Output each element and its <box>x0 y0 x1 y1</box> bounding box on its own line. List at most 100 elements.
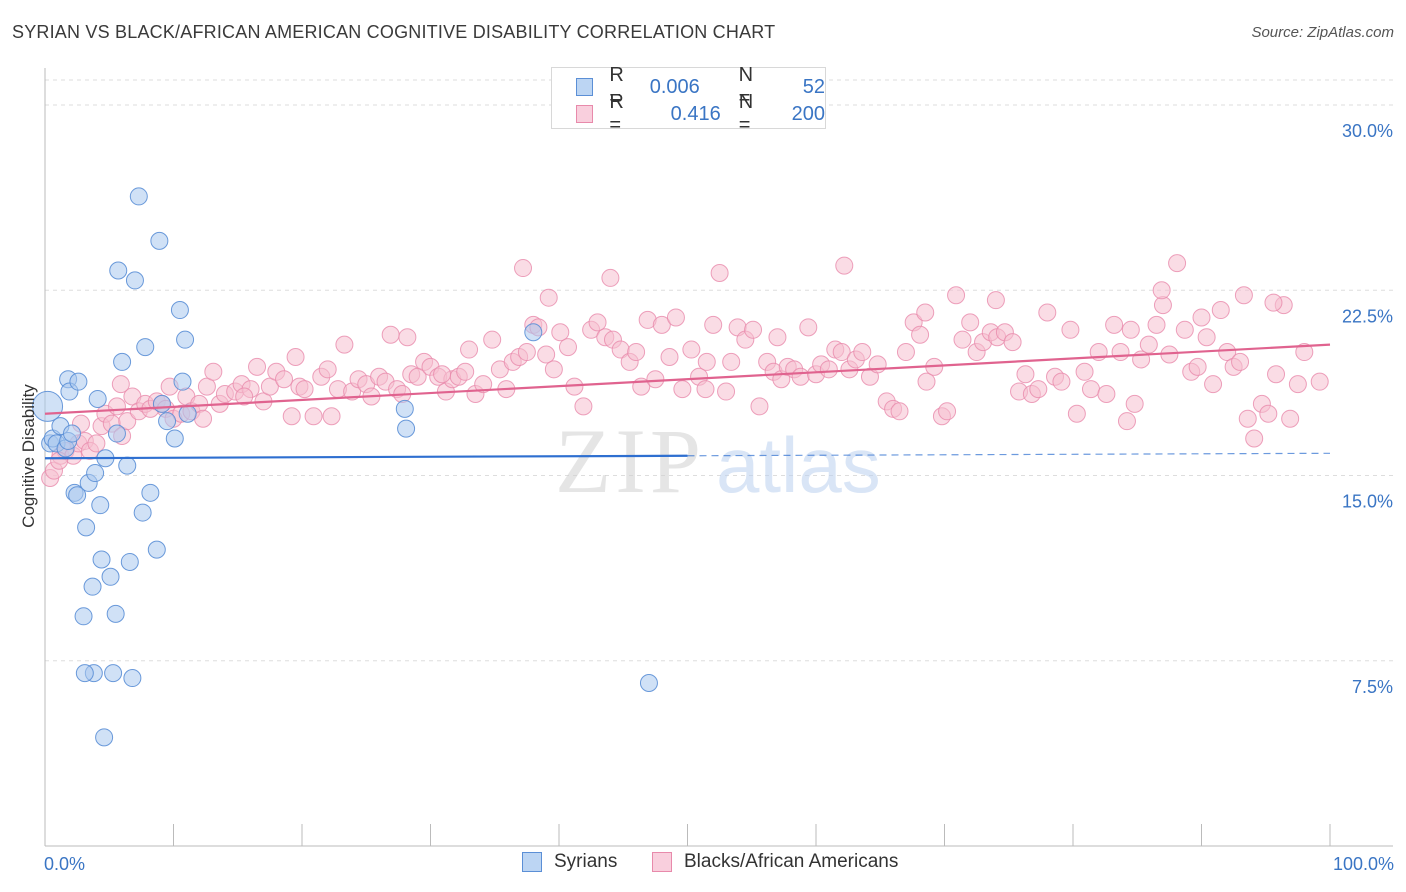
legend-r-value-blacks: 0.416 <box>670 102 721 125</box>
point-blacks <box>799 318 818 337</box>
point-blacks <box>1234 286 1253 305</box>
point-blacks <box>460 340 479 359</box>
point-blacks <box>682 340 701 359</box>
point-blacks <box>474 375 493 394</box>
point-syrians <box>639 673 658 692</box>
point-blacks <box>1003 333 1022 352</box>
point-blacks <box>1038 303 1057 322</box>
point-syrians <box>120 552 139 571</box>
point-syrians <box>125 271 144 290</box>
point-blacks <box>381 325 400 344</box>
point-syrians <box>176 330 195 349</box>
point-blacks <box>544 360 563 379</box>
point-blacks <box>1238 409 1257 428</box>
point-blacks <box>1197 328 1216 347</box>
legend-item-syrians: Syrians <box>522 851 617 873</box>
point-blacks <box>286 347 305 366</box>
point-syrians <box>147 540 166 559</box>
series-legend: Syrians Blacks/African Americans <box>0 851 1406 879</box>
point-syrians <box>69 372 88 391</box>
legend-swatch-blacks <box>652 852 672 872</box>
point-blacks <box>916 303 935 322</box>
point-blacks <box>722 352 741 371</box>
point-blacks <box>275 370 294 389</box>
point-blacks <box>768 328 787 347</box>
point-blacks <box>986 291 1005 310</box>
point-blacks <box>1295 343 1314 362</box>
point-blacks <box>1188 357 1207 376</box>
point-syrians <box>113 352 132 371</box>
point-syrians <box>129 187 148 206</box>
point-blacks <box>1097 385 1116 404</box>
point-blacks <box>1052 372 1071 391</box>
point-blacks <box>1231 352 1250 371</box>
point-blacks <box>1218 343 1237 362</box>
point-blacks <box>660 347 679 366</box>
point-blacks <box>304 407 323 426</box>
point-syrians <box>107 424 126 443</box>
point-blacks <box>1267 365 1286 384</box>
point-blacks <box>204 362 223 381</box>
point-blacks <box>673 380 692 399</box>
legend-swatch-blacks <box>576 105 594 123</box>
point-blacks <box>558 338 577 357</box>
point-blacks <box>1192 308 1211 327</box>
axes <box>44 68 1393 847</box>
point-blacks <box>1067 404 1086 423</box>
legend-row-syrians: R = 0.006 N = 52 <box>576 64 825 109</box>
x-tick-label: 100.0% <box>1333 854 1394 874</box>
point-blacks <box>1310 372 1329 391</box>
point-blacks <box>107 397 126 416</box>
point-syrians <box>62 424 81 443</box>
point-blacks <box>911 325 930 344</box>
point-blacks <box>118 412 137 431</box>
watermark-atlas: atlas <box>716 421 881 509</box>
point-blacks <box>1245 429 1264 448</box>
legend-r-value-syrians: 0.006 <box>649 75 700 98</box>
point-syrians <box>170 301 189 320</box>
point-blacks <box>744 320 763 339</box>
point-syrians <box>158 412 177 431</box>
point-blacks <box>1147 315 1166 334</box>
point-blacks <box>710 263 729 282</box>
point-blacks <box>1175 320 1194 339</box>
trend-line-blacks <box>44 343 1331 415</box>
point-syrians <box>101 567 120 586</box>
point-syrians <box>109 261 128 280</box>
point-blacks <box>890 402 909 421</box>
point-syrians <box>86 464 105 483</box>
point-blacks <box>1288 375 1307 394</box>
point-syrians <box>133 503 152 522</box>
point-blacks <box>111 375 130 394</box>
point-syrians <box>524 323 543 342</box>
watermark-zip: ZIP <box>555 410 705 512</box>
point-blacks <box>514 259 533 278</box>
point-syrians <box>165 429 184 448</box>
point-blacks <box>1075 362 1094 381</box>
point-blacks <box>1111 343 1130 362</box>
tick-labels: 7.5% 15.0% 22.5% 30.0% 0.0% 100.0% <box>44 121 1394 874</box>
x-tick-label: 0.0% <box>44 854 85 874</box>
point-blacks <box>947 286 966 305</box>
point-blacks <box>696 380 715 399</box>
point-blacks <box>750 397 769 416</box>
point-blacks <box>197 377 216 396</box>
point-blacks <box>1168 254 1187 273</box>
point-syrians <box>95 728 114 747</box>
point-blacks <box>483 330 502 349</box>
point-blacks <box>318 360 337 379</box>
point-syrians <box>104 664 123 683</box>
point-blacks <box>588 313 607 332</box>
point-syrians <box>118 456 137 475</box>
point-syrians <box>173 372 192 391</box>
point-blacks <box>335 335 354 354</box>
point-blacks <box>1105 315 1124 334</box>
trend-lines <box>44 343 1331 460</box>
legend-label-syrians: Syrians <box>554 851 618 872</box>
point-syrians <box>178 404 197 423</box>
chart-title: SYRIAN VS BLACK/AFRICAN AMERICAN COGNITI… <box>12 22 776 42</box>
point-syrians <box>141 483 160 502</box>
point-blacks <box>896 343 915 362</box>
point-blacks <box>791 367 810 386</box>
